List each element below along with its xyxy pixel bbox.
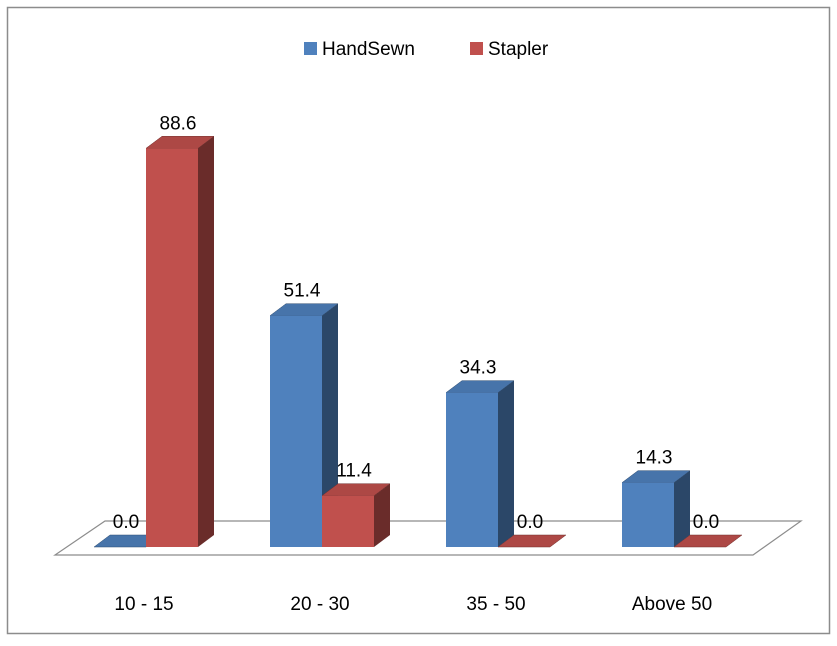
category-labels-layer: 10 - 15 20 - 30 35 - 50 Above 50 [114,594,712,615]
value-label-stapler-3: 0.0 [693,512,719,533]
value-label-stapler-2: 0.0 [517,512,543,533]
value-label-handsewn-1: 51.4 [284,281,321,302]
legend-item-stapler: Stapler [470,39,549,60]
legend-label-handsewn: HandSewn [322,39,415,60]
legend-item-handsewn: HandSewn [304,39,415,60]
value-label-handsewn-3: 14.3 [636,448,673,469]
bar-stapler-2 [497,534,567,548]
category-label-1: 20 - 30 [290,594,349,615]
value-label-stapler-1: 11.4 [336,461,372,482]
legend-swatch-handsewn [304,42,317,55]
bar-stapler-3 [673,534,743,548]
legend-label-stapler: Stapler [488,39,549,60]
category-label-0: 10 - 15 [114,594,173,615]
value-labels-layer: 0.0 88.6 51.4 11.4 34.3 0.0 14.3 0.0 [113,113,719,533]
bar-handsewn-1 [269,303,339,547]
bar-stapler-0 [145,136,215,548]
value-label-handsewn-0: 0.0 [113,512,139,533]
bars-layer [93,136,743,548]
category-label-2: 35 - 50 [466,594,525,615]
legend: HandSewn Stapler [304,39,549,60]
bar-stapler-1 [321,483,391,547]
legend-swatch-stapler [470,42,483,55]
bar-handsewn-3 [621,470,691,547]
value-label-stapler-0: 88.6 [160,113,197,134]
bar-handsewn-2 [445,380,515,547]
category-label-3: Above 50 [632,594,712,615]
value-label-handsewn-2: 34.3 [460,358,497,379]
chart-floor [53,520,803,556]
